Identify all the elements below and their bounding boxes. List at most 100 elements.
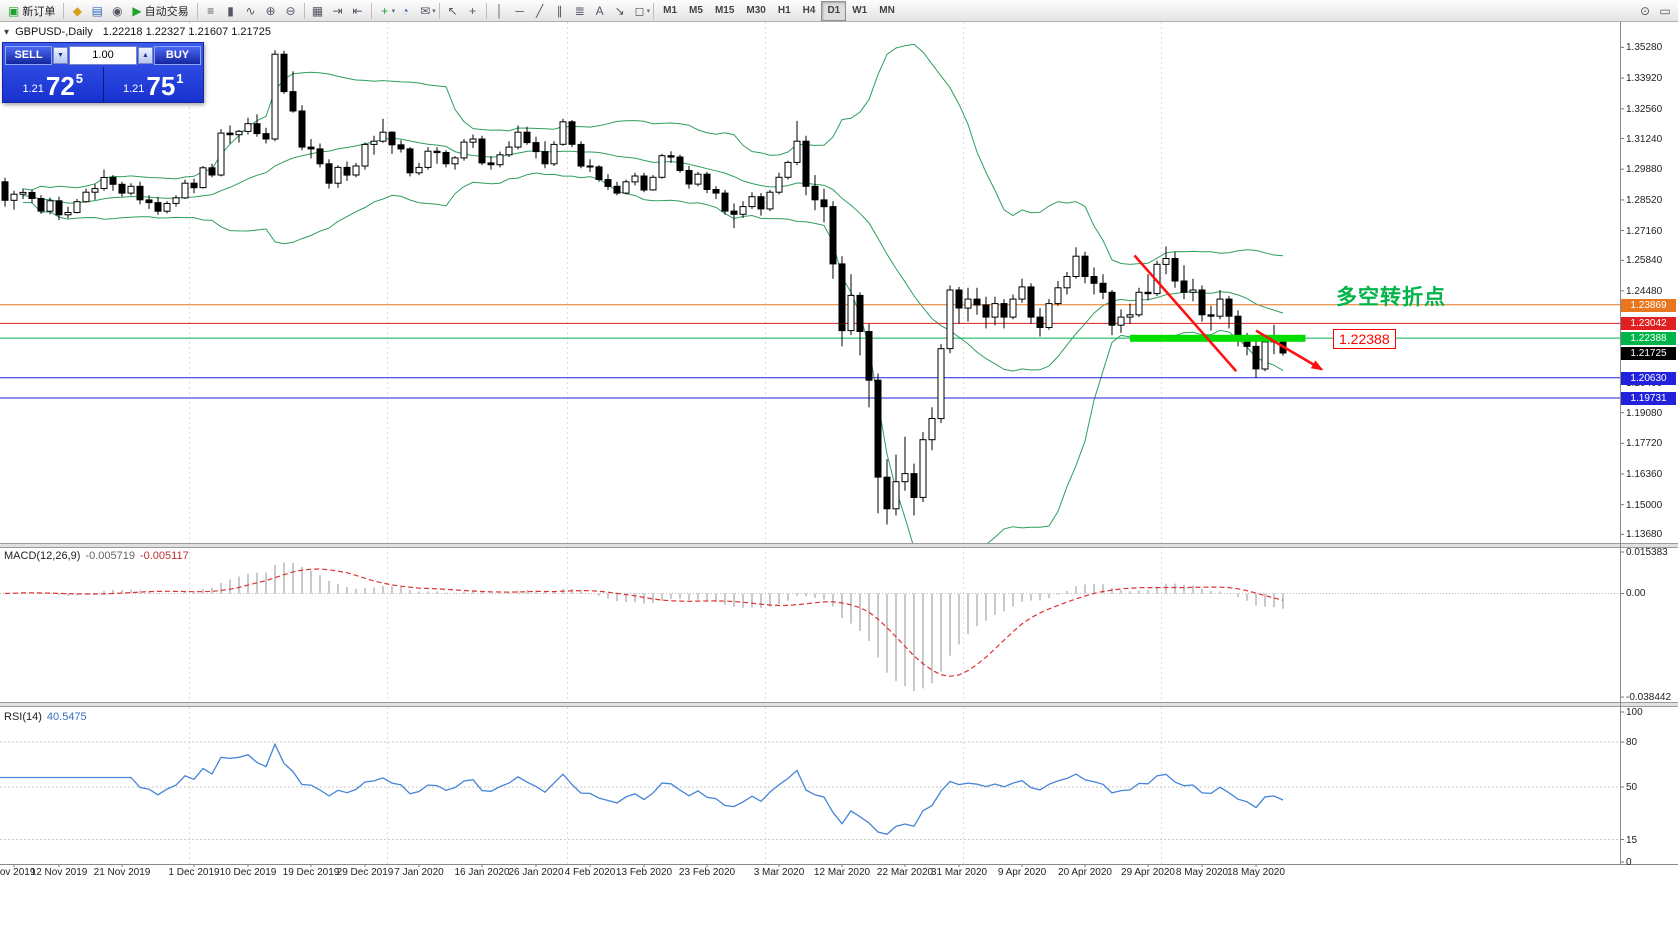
windows-icon[interactable]: ▭ xyxy=(1659,3,1671,18)
zoom-out-icon[interactable]: ⊖ xyxy=(285,3,296,18)
date-axis-label: 18 May 2020 xyxy=(1227,867,1285,878)
date-axis-label: 3 Mar 2020 xyxy=(753,867,805,878)
arrow-label-icon[interactable]: ↘ xyxy=(614,3,625,18)
buy-price-pips: 75 xyxy=(146,71,176,102)
chart-info-line: ▾ GBPUSD-,Daily 1.22218 1.22327 1.21607 … xyxy=(4,26,271,38)
panel-splitter[interactable] xyxy=(0,702,1678,707)
rsi-indicator-label: RSI(14) 40.5475 xyxy=(4,711,87,723)
new-order-button[interactable]: ▣ 新订单 xyxy=(3,2,60,20)
tile-windows-icon[interactable]: ▦ xyxy=(311,3,324,18)
timeframe-mn[interactable]: MN xyxy=(879,5,895,16)
bar-chart-icon[interactable]: ≡ xyxy=(207,3,215,18)
auto-scroll-icon[interactable]: ⇥ xyxy=(332,3,343,18)
price-axis-border xyxy=(1620,22,1621,864)
horizontal-line-icon[interactable]: ─ xyxy=(515,3,524,18)
navigator-icon[interactable]: ◉ xyxy=(112,3,123,18)
cursor-icon[interactable]: ↖ xyxy=(447,3,458,18)
price-axis-label: 1.16360 xyxy=(1626,469,1663,480)
dropdown-arrow-icon[interactable]: ▾ xyxy=(391,7,396,15)
dropdown-arrow-icon[interactable]: ▾ xyxy=(432,7,436,15)
price-axis-label: 1.35280 xyxy=(1626,42,1663,53)
timeframe-m1[interactable]: M1 xyxy=(663,5,678,16)
timeframe-h4[interactable]: H4 xyxy=(802,5,816,16)
sell-price-prefix: 1.21 xyxy=(22,83,44,96)
price-axis-label: 1.31240 xyxy=(1626,134,1663,145)
toolbar-separator xyxy=(303,2,305,19)
volume-input[interactable] xyxy=(69,45,137,65)
price-axis-label: 1.13680 xyxy=(1626,529,1663,540)
panel-splitter[interactable] xyxy=(0,543,1678,548)
sell-button[interactable]: SELL xyxy=(5,45,52,65)
timeframe-d1[interactable]: D1 xyxy=(821,0,847,21)
shapes-icon[interactable]: ◻ xyxy=(634,3,645,18)
toolbar-separator xyxy=(63,2,65,19)
rsi-name: RSI(14) xyxy=(4,711,42,723)
volume-decrease-button[interactable]: ▼ xyxy=(53,46,68,64)
date-axis-label: 31 Mar 2020 xyxy=(930,867,988,878)
timeframe-m5[interactable]: M5 xyxy=(689,5,703,16)
support-price-tag[interactable]: 1.22388 xyxy=(1333,329,1396,349)
one-click-collapse-icon[interactable]: ▾ xyxy=(4,27,10,38)
date-axis-label: 8 May 2020 xyxy=(1175,867,1229,878)
rsi-axis-label: 100 xyxy=(1626,707,1643,718)
data-window-icon[interactable]: ▤ xyxy=(91,3,104,18)
macd-name: MACD(12,26,9) xyxy=(4,550,81,562)
periods-clock-icon[interactable]: ◔ xyxy=(401,3,409,18)
macd-axis-label: 0.015383 xyxy=(1626,547,1668,558)
timeframe-m30[interactable]: M30 xyxy=(746,5,766,16)
timeframe-w1[interactable]: W1 xyxy=(852,5,868,16)
price-axis-label: 1.33920 xyxy=(1626,73,1663,84)
zoom-in-icon[interactable]: ⊕ xyxy=(265,3,276,18)
date-axis-label: 4 Feb 2020 xyxy=(564,867,616,878)
text-tool-icon[interactable]: A xyxy=(595,3,604,18)
timeframe-m15[interactable]: M15 xyxy=(714,5,735,16)
chart-shift-icon[interactable]: ⇤ xyxy=(352,3,363,18)
rsi-axis-label: 15 xyxy=(1626,835,1638,846)
new-order-icon: ▣ xyxy=(8,3,20,18)
autotrading-button[interactable]: ▶ 自动交易 xyxy=(127,2,193,20)
volume-increase-button[interactable]: ▲ xyxy=(138,46,153,64)
current-price-badge: 1.21725 xyxy=(1621,347,1676,360)
dropdown-arrow-icon[interactable]: ▾ xyxy=(646,7,651,15)
rsi-axis-label: 0 xyxy=(1626,857,1632,868)
vertical-line-icon[interactable]: │ xyxy=(495,3,504,18)
date-axis-label: 26 Jan 2020 xyxy=(508,867,564,878)
play-icon: ▶ xyxy=(132,3,142,18)
fibonacci-icon[interactable]: ≣ xyxy=(574,3,585,18)
trendline-icon[interactable]: ╱ xyxy=(535,3,544,18)
price-axis-label: 1.32560 xyxy=(1626,104,1663,115)
date-axis-label: 1 Dec 2019 xyxy=(168,867,220,878)
symbol-period-label: GBPUSD-,Daily xyxy=(15,26,93,38)
price-axis-label: 1.15000 xyxy=(1626,500,1663,511)
toolbar: ▣ 新订单 ◆ ▤ ◉ ▶ 自动交易 ≡ ▮ ∿ ⊕ ⊖ ▦ ⇥ ⇤ + ▾ ◔… xyxy=(0,0,1678,22)
toolbar-separator xyxy=(485,2,487,19)
buy-button[interactable]: BUY xyxy=(154,45,201,65)
buy-price-point: 1 xyxy=(176,71,184,86)
line-chart-icon[interactable]: ∿ xyxy=(245,3,256,18)
indicators-icon[interactable]: + xyxy=(381,3,389,18)
level-price-badge: 1.22388 xyxy=(1621,332,1676,345)
timeframe-h1[interactable]: H1 xyxy=(777,5,791,16)
buy-price[interactable]: 1.21 75 1 xyxy=(104,67,204,102)
turning-point-annotation[interactable]: 多空转折点 xyxy=(1336,286,1446,309)
date-axis-label: 21 Nov 2019 xyxy=(93,867,151,878)
autotrading-label: 自动交易 xyxy=(144,5,189,18)
market-watch-icon[interactable]: ◆ xyxy=(72,3,82,18)
date-axis-label: 13 Feb 2020 xyxy=(615,867,673,878)
sell-price-pips: 72 xyxy=(45,71,75,102)
templates-icon[interactable]: ✉ xyxy=(420,3,431,18)
price-axis-label: 1.28520 xyxy=(1626,195,1663,206)
sell-price[interactable]: 1.21 72 5 xyxy=(3,67,103,102)
candlestick-chart-icon[interactable]: ▮ xyxy=(227,3,234,18)
crosshair-icon[interactable]: + xyxy=(469,3,477,18)
date-axis-label: 19 Dec 2019 xyxy=(282,867,340,878)
toolbar-separator xyxy=(196,2,198,19)
macd-main-value: -0.005719 xyxy=(85,550,135,562)
toolbar-separator xyxy=(370,2,372,19)
search-icon[interactable]: ⊙ xyxy=(1639,3,1651,18)
sell-price-point: 5 xyxy=(75,71,84,86)
date-axis-label: 10 Dec 2019 xyxy=(219,867,277,878)
channel-icon[interactable]: ∥ xyxy=(556,3,563,18)
